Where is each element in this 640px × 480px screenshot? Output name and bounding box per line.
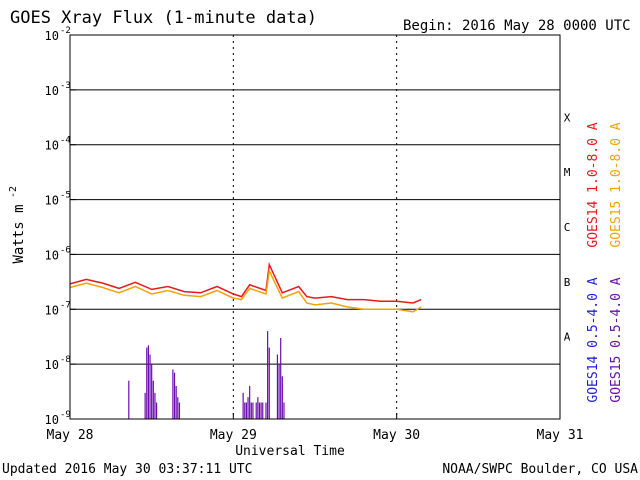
y-tick-label: 10 (45, 194, 59, 208)
y-tick-label: 10 (45, 358, 59, 372)
chart-title: GOES Xray Flux (1-minute data) (10, 8, 317, 28)
series-layer (69, 262, 422, 419)
x-tick-label: May 28 (47, 428, 94, 443)
flare-class-label: B (564, 276, 571, 289)
y-tick-exponent: -2 (60, 26, 71, 36)
updated-timestamp: Updated 2016 May 30 03:37:11 UTC (2, 462, 252, 477)
y-tick-exponent: -5 (60, 191, 71, 201)
flare-class-label: C (564, 221, 571, 234)
y-tick-exponent: -9 (60, 410, 71, 420)
y-tick-label: 10 (45, 248, 59, 262)
data-source: NOAA/SWPC Boulder, CO USA (442, 462, 638, 477)
y-tick-exponent: -4 (60, 136, 71, 146)
y-tick-label: 10 (45, 29, 59, 43)
y-tick-exponent: -6 (60, 245, 71, 255)
x-axis-ticks: May 28 May 29 May 30 May 31 (47, 413, 584, 443)
flare-class-label: A (564, 331, 571, 344)
legend-entry: GOES15 1.0-8.0 A (609, 122, 624, 247)
series-line-goes15-long (69, 268, 422, 313)
y-tick-exponent: -3 (60, 81, 71, 91)
y-tick-exponent: -7 (60, 300, 71, 310)
y-tick-exponent: -8 (60, 355, 71, 365)
legend-entry: GOES15 0.5-4.0 A (609, 277, 624, 402)
y-axis-ticks: 10-210-310-410-510-610-710-810-9 (45, 26, 76, 427)
plot-grid (70, 35, 560, 419)
x-tick-label: May 29 (210, 428, 257, 443)
y-axis-label-group: Watts m -2 (8, 186, 27, 264)
y-tick-label: 10 (45, 303, 59, 317)
flare-class-label: X (564, 111, 571, 124)
x-tick-label: May 30 (373, 428, 420, 443)
series-line-goes14-long (69, 262, 422, 304)
legend-entry: GOES14 1.0-8.0 A (586, 122, 601, 247)
plot-frame (69, 34, 561, 420)
legend-entry: GOES14 0.5-4.0 A (586, 277, 601, 402)
y-tick-label: 10 (45, 139, 59, 153)
y-tick-label: 10 (45, 413, 59, 427)
flare-class-label: M (564, 166, 571, 179)
x-axis-label: Universal Time (235, 444, 345, 459)
x-tick-label: May 31 (537, 428, 584, 443)
y-axis-label: Watts m (11, 204, 27, 263)
legend: GOES14 1.0-8.0 A GOES15 1.0-8.0 A GOES14 0… (586, 122, 624, 402)
y-axis-label-exponent: -2 (8, 186, 19, 198)
begin-label: Begin: 2016 May 28 0000 UTC (403, 18, 631, 34)
flare-class-labels: X M C B A (564, 111, 571, 343)
y-tick-label: 10 (45, 84, 59, 98)
